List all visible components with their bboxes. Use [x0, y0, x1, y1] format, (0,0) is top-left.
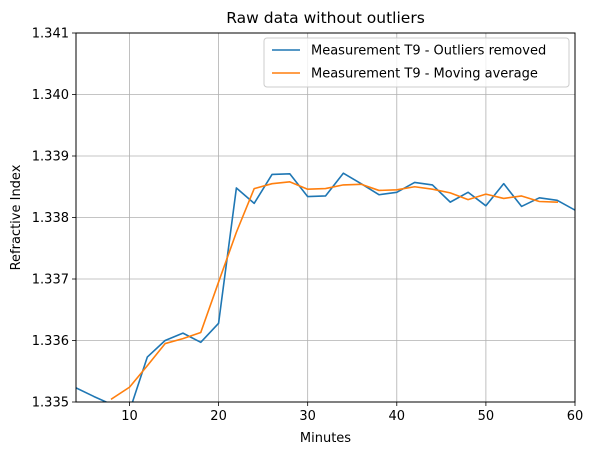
y-axis-label: Refractive Index: [9, 164, 24, 270]
chart-title: Raw data without outliers: [226, 9, 425, 27]
x-tick-label: 20: [210, 409, 227, 424]
legend: Measurement T9 - Outliers removed Measur…: [263, 37, 570, 88]
y-tick-label: 1.341: [32, 27, 69, 42]
y-tick-label: 1.337: [32, 273, 69, 288]
legend-frame: [263, 37, 570, 88]
y-tick-label: 1.340: [32, 88, 69, 103]
x-tick-label: 40: [389, 409, 406, 424]
y-tick-label: 1.339: [32, 150, 69, 165]
x-tick-label: 60: [567, 409, 584, 424]
y-tick-label: 1.335: [32, 396, 69, 411]
grid-lines: [76, 32, 576, 403]
x-tick-label: 10: [121, 409, 138, 424]
x-tick-label: 50: [478, 409, 495, 424]
legend-label-outliers-removed: Measurement T9 - Outliers removed: [311, 44, 546, 59]
series-line-outliers-removed: [76, 172, 575, 402]
y-tick-label: 1.338: [32, 211, 69, 226]
x-axis-ticks: 10 20 30 40 50 60: [121, 402, 583, 424]
y-axis-ticks: 1.335 1.336 1.337 1.338 1.339 1.340 1.341: [32, 27, 76, 411]
x-axis-label: Minutes: [300, 431, 351, 446]
series-line-moving-average: [110, 181, 559, 401]
y-tick-label: 1.336: [32, 334, 69, 349]
x-tick-label: 30: [299, 409, 316, 424]
series-layer: [76, 172, 575, 402]
legend-label-moving-average: Measurement T9 - Moving average: [311, 67, 538, 82]
